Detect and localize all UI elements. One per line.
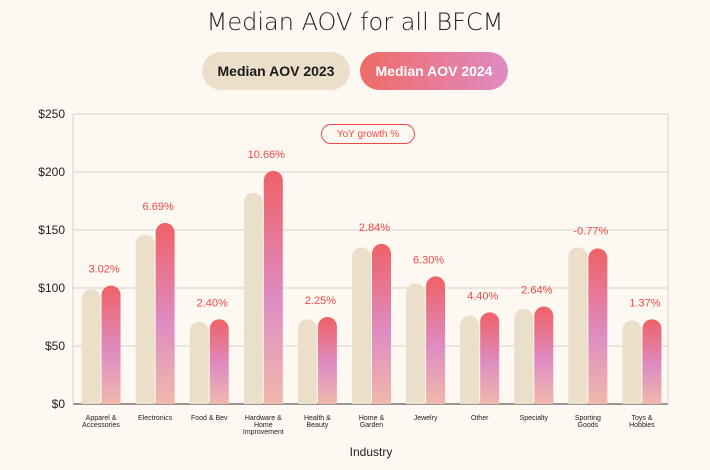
x-tick-label: Apparel & Accessories (82, 415, 120, 429)
growth-label: 2.25% (305, 295, 336, 307)
x-tick-label: Electronics (138, 415, 173, 422)
bar-2024 (317, 317, 337, 404)
bar-2024 (588, 248, 608, 404)
growth-label: 2.64% (521, 285, 552, 297)
yoy-growth-badge: YoY growth % (321, 124, 415, 144)
bar-2023 (297, 319, 317, 404)
y-tick-label: $150 (38, 223, 65, 237)
x-tick-label: Specialty (520, 415, 549, 422)
y-axis: $0 $50 $100 $150 $200 $250 (38, 107, 65, 411)
legend: Median AOV 2023 Median AOV 2024 (0, 52, 710, 90)
legend-item-2024: Median AOV 2024 (360, 52, 508, 90)
x-tick-label: Jewelry (414, 415, 438, 422)
growth-label: 1.37% (629, 297, 660, 309)
y-tick-label: $250 (38, 107, 65, 121)
bar-2023 (622, 320, 642, 404)
bar-2024 (263, 170, 283, 404)
bar-2024 (642, 319, 662, 404)
bar-2023 (243, 192, 263, 404)
growth-label: 2.84% (359, 222, 390, 234)
x-tick-label: Health & Beauty (304, 415, 331, 429)
bar-2023 (135, 234, 155, 404)
x-tick-label: Food & Bev (191, 415, 228, 422)
x-tick-label: Home & Garden (359, 415, 385, 429)
bar-2023 (406, 283, 426, 404)
bar-2023 (352, 247, 371, 404)
growth-label: -0.77% (573, 225, 608, 237)
y-tick-label: $100 (38, 281, 65, 295)
bar-2024 (372, 243, 391, 404)
y-tick-label: $200 (38, 165, 65, 179)
growth-label: 2.40% (197, 297, 228, 309)
bar-2024 (534, 306, 554, 404)
bars (81, 170, 662, 404)
bar-2023 (460, 315, 480, 404)
bar-2023 (81, 289, 101, 404)
growth-label: 3.02% (88, 264, 119, 276)
legend-item-2023: Median AOV 2023 (202, 52, 350, 90)
bar-2024 (155, 223, 175, 404)
growth-label: 6.30% (413, 254, 444, 266)
y-tick-label: $50 (45, 339, 65, 353)
bar-2023 (189, 321, 209, 404)
x-tick-label: Sporting Goods (575, 415, 601, 429)
bar-2023 (568, 247, 588, 404)
bar-2024 (209, 319, 229, 404)
bar-2023 (514, 308, 534, 404)
x-axis-categories: Apparel & Accessories Electronics Food & Be… (82, 415, 655, 436)
x-tick-label: Hardware & Home Improvement (243, 415, 284, 436)
bar-2024 (480, 312, 500, 404)
x-tick-label: Toys & Hobbies (629, 415, 655, 429)
growth-label: 4.40% (467, 290, 498, 302)
chart-title: Median AOV for all BFCM (206, 8, 504, 36)
y-tick-label: $0 (52, 397, 66, 411)
bar-2024 (101, 285, 121, 404)
growth-label: 10.66% (248, 149, 286, 161)
bar-2024 (426, 276, 446, 404)
x-axis-label: Industry (350, 445, 393, 459)
x-tick-label: Other (471, 415, 489, 422)
growth-labels: 3.02% 6.69% 2.40% 10.66% 2.25% 2.84% 6.30% 4.40… (88, 149, 660, 309)
growth-label: 6.69% (143, 201, 174, 213)
